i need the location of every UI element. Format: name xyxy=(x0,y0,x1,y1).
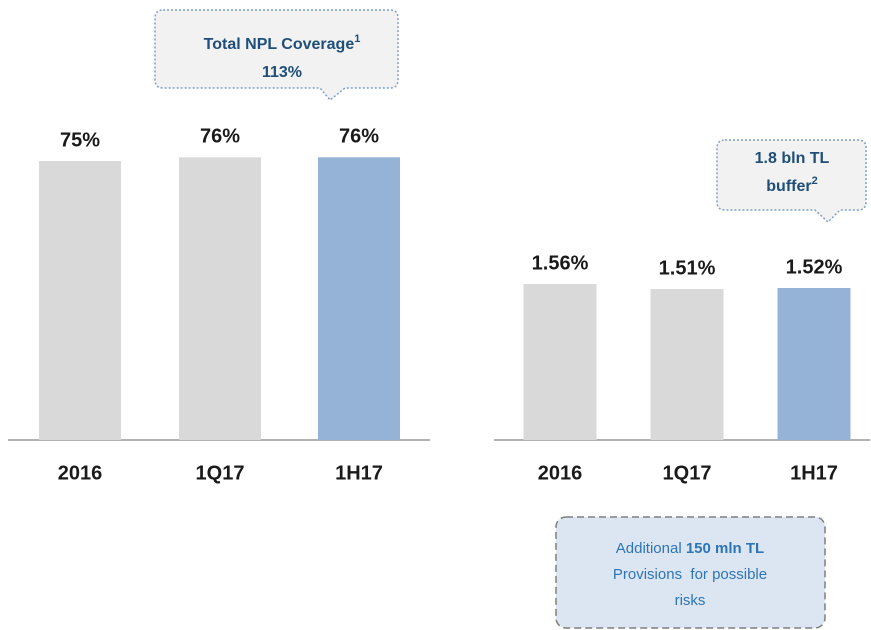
value-label: 76% xyxy=(339,126,379,148)
value-label: 75% xyxy=(60,129,100,151)
callout-text: buffer2 xyxy=(766,175,817,195)
callout-text: Total NPL Coverage1 xyxy=(204,33,361,53)
bar xyxy=(39,161,121,440)
x-tick-label: 1H17 xyxy=(335,462,383,484)
note-part: 150 mln TL xyxy=(686,540,764,557)
x-tick-label: 2016 xyxy=(58,462,103,484)
value-label: 1.56% xyxy=(532,252,589,274)
footnote-mark: 2 xyxy=(812,175,818,187)
note-box xyxy=(555,516,826,629)
x-tick-label: 1Q17 xyxy=(663,462,712,484)
bar xyxy=(777,288,851,440)
value-label: 76% xyxy=(200,126,240,148)
note-text: risks xyxy=(675,592,706,609)
x-tick-label: 2016 xyxy=(538,462,583,484)
callout-bubble xyxy=(716,139,867,224)
value-label: 1.52% xyxy=(786,256,843,278)
bar xyxy=(318,157,400,440)
callout-text: 1.8 bln TL xyxy=(755,150,830,167)
value-label: 1.51% xyxy=(659,257,716,279)
note-text: Provisions for possible xyxy=(613,566,767,583)
note-text: Additional 150 mln TL xyxy=(616,540,764,557)
x-tick-label: 1H17 xyxy=(790,462,838,484)
footnote-mark: 1 xyxy=(354,33,360,45)
callout-line: buffer xyxy=(766,178,811,195)
callout-bubble xyxy=(154,9,399,102)
bar xyxy=(523,284,597,440)
note-part: Additional xyxy=(616,540,682,557)
bar xyxy=(179,157,261,440)
callout-line: Total NPL Coverage xyxy=(204,36,355,53)
x-tick-label: 1Q17 xyxy=(196,462,245,484)
callout-text: 113% xyxy=(262,64,302,81)
bar xyxy=(650,289,724,440)
